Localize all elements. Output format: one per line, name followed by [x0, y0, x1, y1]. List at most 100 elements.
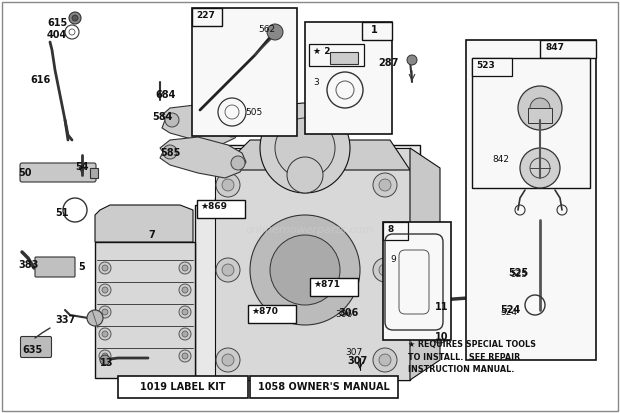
Circle shape	[99, 350, 111, 362]
Polygon shape	[162, 105, 240, 145]
Text: 54: 54	[75, 162, 89, 172]
Bar	[472, 58, 512, 76]
Text: 10: 10	[435, 332, 448, 342]
Circle shape	[179, 328, 191, 340]
Circle shape	[407, 55, 417, 65]
Text: 1: 1	[371, 25, 378, 35]
Text: 337: 337	[55, 315, 75, 325]
Circle shape	[87, 310, 103, 326]
Polygon shape	[220, 140, 410, 170]
Bar	[540, 40, 596, 58]
Bar	[118, 376, 248, 398]
Text: 684: 684	[155, 90, 175, 100]
Text: 615: 615	[47, 18, 67, 28]
Text: 584: 584	[152, 112, 172, 122]
Circle shape	[373, 258, 397, 282]
Circle shape	[182, 309, 188, 315]
FancyBboxPatch shape	[20, 163, 96, 182]
Circle shape	[222, 179, 234, 191]
Circle shape	[231, 156, 245, 170]
Bar	[362, 22, 392, 40]
Circle shape	[182, 331, 188, 337]
Text: ★869: ★869	[200, 202, 227, 211]
Circle shape	[99, 328, 111, 340]
Circle shape	[222, 264, 234, 276]
Bar	[305, 22, 392, 134]
Text: 1019 LABEL KIT: 1019 LABEL KIT	[140, 382, 226, 392]
Polygon shape	[215, 148, 410, 380]
Circle shape	[100, 355, 110, 365]
Polygon shape	[95, 205, 193, 242]
Circle shape	[379, 354, 391, 366]
Bar	[472, 58, 590, 188]
Circle shape	[99, 262, 111, 274]
Polygon shape	[95, 242, 195, 378]
Circle shape	[250, 215, 360, 325]
Text: 50: 50	[18, 168, 32, 178]
Polygon shape	[160, 137, 246, 178]
Text: onlinemowerparts.com: onlinemowerparts.com	[246, 225, 374, 235]
Bar	[383, 222, 408, 240]
Text: 287: 287	[378, 58, 399, 68]
Text: 306: 306	[335, 310, 352, 319]
Circle shape	[179, 306, 191, 318]
Text: 847: 847	[545, 43, 564, 52]
Bar	[528, 108, 552, 123]
Circle shape	[216, 348, 240, 372]
Text: 616: 616	[30, 75, 50, 85]
Text: 13: 13	[100, 358, 113, 368]
Bar	[248, 305, 296, 323]
Circle shape	[182, 353, 188, 359]
Text: 227: 227	[196, 11, 215, 20]
Text: 3: 3	[313, 78, 319, 87]
Text: 524: 524	[500, 305, 520, 315]
Circle shape	[163, 145, 177, 159]
Circle shape	[179, 284, 191, 296]
Text: ★ REQUIRES SPECIAL TOOLS
TO INSTALL.  SEE REPAIR
INSTRUCTION MANUAL.: ★ REQUIRES SPECIAL TOOLS TO INSTALL. SEE…	[408, 340, 536, 374]
Circle shape	[216, 173, 240, 197]
Bar	[383, 222, 451, 340]
Circle shape	[267, 24, 283, 40]
FancyBboxPatch shape	[20, 337, 51, 358]
Text: 585: 585	[160, 148, 180, 158]
Circle shape	[520, 148, 560, 188]
Circle shape	[225, 123, 239, 137]
Text: 842: 842	[492, 155, 509, 164]
Text: 562: 562	[258, 25, 275, 34]
Polygon shape	[410, 148, 440, 380]
Circle shape	[518, 86, 562, 130]
Circle shape	[72, 15, 78, 21]
Circle shape	[69, 12, 81, 24]
Text: 11: 11	[435, 302, 448, 312]
Text: 525: 525	[508, 268, 528, 278]
Bar	[309, 44, 364, 66]
Circle shape	[99, 306, 111, 318]
Circle shape	[179, 350, 191, 362]
Circle shape	[102, 265, 108, 271]
Circle shape	[260, 103, 350, 193]
Text: 404: 404	[47, 30, 67, 40]
Text: 9: 9	[390, 255, 396, 264]
Circle shape	[102, 331, 108, 337]
Bar	[310, 278, 358, 296]
Circle shape	[373, 348, 397, 372]
Text: 307: 307	[345, 348, 362, 357]
Circle shape	[379, 264, 391, 276]
Circle shape	[530, 98, 550, 118]
Circle shape	[182, 287, 188, 293]
Bar	[90, 168, 98, 178]
Bar	[192, 8, 297, 136]
Text: 523: 523	[476, 61, 495, 70]
Text: 525: 525	[510, 270, 527, 279]
Text: 505: 505	[245, 108, 262, 117]
Circle shape	[216, 258, 240, 282]
Bar	[192, 8, 222, 26]
FancyBboxPatch shape	[35, 257, 75, 277]
Text: 524: 524	[500, 308, 517, 317]
Text: 1058 OWNER'S MANUAL: 1058 OWNER'S MANUAL	[258, 382, 390, 392]
Circle shape	[270, 235, 340, 305]
Text: ★ 2: ★ 2	[313, 47, 330, 56]
Bar	[197, 200, 245, 218]
Text: 383: 383	[18, 260, 38, 270]
Circle shape	[102, 287, 108, 293]
